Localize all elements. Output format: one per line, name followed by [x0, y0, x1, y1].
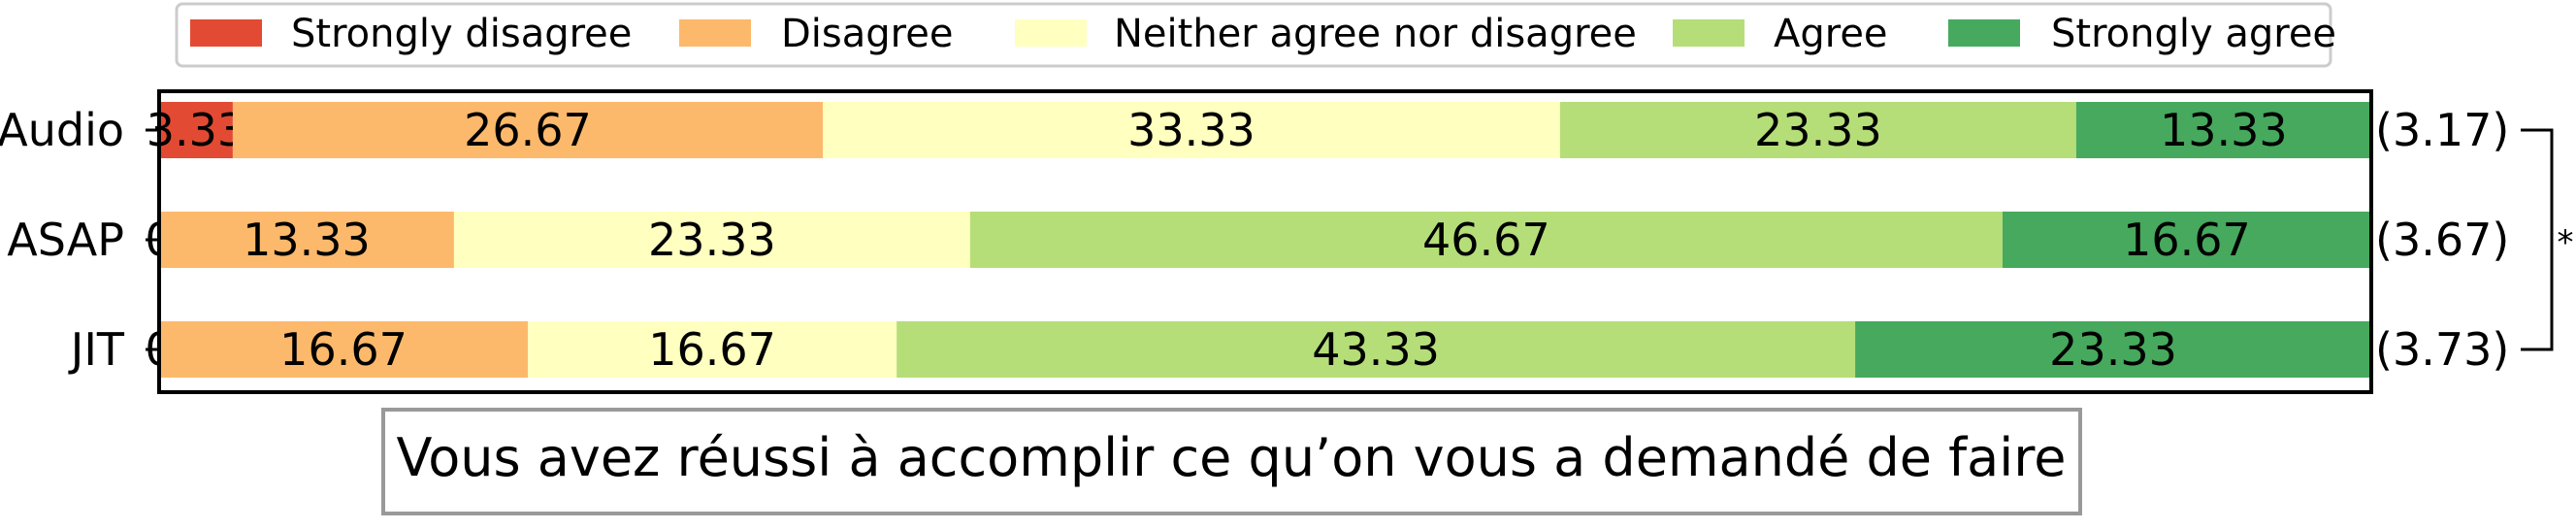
bar-label-asap-disagree: 13.33: [243, 214, 371, 266]
bar-audio-agree: [1559, 102, 2076, 158]
bar-label-asap-strongly-agree: 16.67: [2123, 214, 2251, 266]
bar-label-audio-disagree: 26.67: [464, 104, 592, 156]
y-label-asap: ASAP: [7, 214, 124, 266]
title-frame: [381, 408, 2082, 515]
chart-title-box: Vous avez réussi à accomplir ce qu’on vo…: [381, 408, 2082, 515]
chart-title: Vous avez réussi à accomplir ce qu’on vo…: [396, 427, 2066, 488]
bar-label-jit-neither-agree-nor-disagree: 16.67: [648, 323, 776, 376]
bar-label-audio-strongly-disagree: 3.33: [147, 104, 245, 156]
bar-audio-strongly-agree: [2075, 102, 2371, 158]
bar-asap-agree: [969, 212, 2003, 268]
bar-label-audio-agree: 23.33: [1754, 104, 1882, 156]
mean-scores: (3.17) (3.67) (3.73): [2375, 104, 2509, 376]
bar-audio-neither-agree-nor-disagree: [823, 102, 1560, 158]
bar-label-asap-agree: 46.67: [1422, 214, 1550, 266]
mean-audio: (3.17): [2375, 104, 2509, 156]
bar-label-jit-strongly-agree: 23.33: [2049, 323, 2177, 376]
plot-area: 3.3326.6733.3323.3313.33013.3323.3346.67…: [145, 89, 2373, 394]
bar-jit-strongly-agree: [1855, 321, 2371, 378]
mean-asap: (3.67): [2375, 214, 2509, 266]
y-label-audio: Audio: [0, 104, 124, 156]
legend-item-strongly-disagree: Strongly disagree: [190, 12, 632, 56]
legend-label-strongly-agree: Strongly agree: [2051, 12, 2336, 56]
y-axis-labels: Audio ASAP JIT: [0, 104, 159, 376]
bar-jit-disagree: [159, 321, 529, 378]
legend-label-agree: Agree: [1774, 12, 1888, 56]
bar-label-audio-neither-agree-nor-disagree: 33.33: [1127, 104, 1255, 156]
legend-swatch-disagree: [679, 19, 751, 47]
bar-audio-strongly-disagree: [159, 102, 233, 158]
legend-item-disagree: Disagree: [679, 12, 953, 56]
legend-label-disagree: Disagree: [781, 12, 953, 56]
bar-asap-strongly-agree: [2002, 212, 2371, 268]
bar-label-audio-strongly-agree: 13.33: [2160, 104, 2288, 156]
bar-label-jit-agree: 43.33: [1312, 323, 1440, 376]
bar-row-audio: 3.33 26.67 33.33 23.33 13.33: [147, 102, 2371, 158]
legend-item-agree: Agree: [1673, 12, 1888, 56]
significance-line: [2521, 128, 2554, 351]
y-label-jit: JIT: [68, 323, 125, 376]
plot-frame: [157, 89, 2373, 394]
legend-item-strongly-agree: Strongly agree: [1948, 12, 2336, 56]
mean-jit: (3.73): [2375, 323, 2509, 376]
significance-label: *: [2558, 223, 2574, 262]
bar-audio-disagree: [232, 102, 823, 158]
legend-swatch-strongly-disagree: [190, 19, 262, 47]
bar-asap-disagree: [159, 212, 454, 268]
legend-label-strongly-disagree: Strongly disagree: [291, 12, 632, 56]
bar-asap-neither-agree-nor-disagree: [453, 212, 970, 268]
bar-label-jit-disagree: 16.67: [279, 323, 408, 376]
legend: Strongly disagree Disagree Neither agree n…: [175, 2, 2336, 68]
legend-label-neither-agree-nor-disagree: Neither agree nor disagree: [1114, 12, 1637, 56]
legend-swatch-strongly-agree: [1948, 19, 2020, 47]
legend-item-neither-agree-nor-disagree: Neither agree nor disagree: [1015, 12, 1637, 56]
legend-swatch-neither-agree-nor-disagree: [1015, 19, 1087, 47]
legend-swatch-agree: [1673, 19, 1745, 47]
bar-label-asap-neither-agree-nor-disagree: 23.33: [648, 214, 776, 266]
bar-jit-agree: [897, 321, 1856, 378]
significance-bracket: *: [2521, 128, 2574, 351]
bar-jit-neither-agree-nor-disagree: [528, 321, 897, 378]
